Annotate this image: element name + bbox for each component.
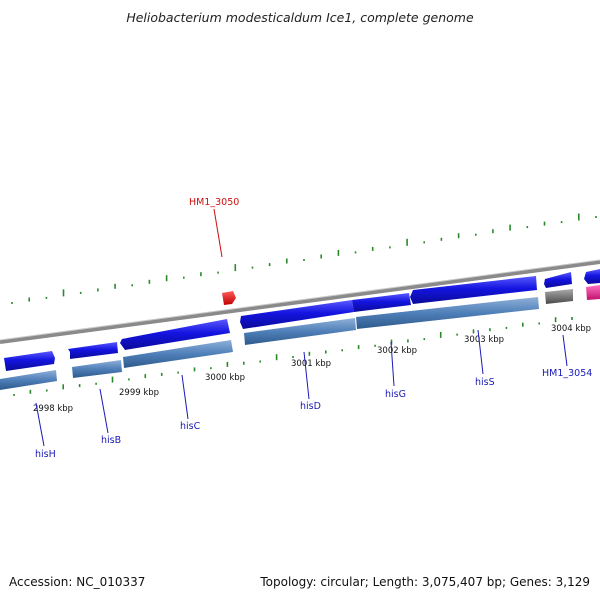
gene-label-hisB[interactable]: hisB <box>101 435 121 446</box>
genome-summary: Topology: circular; Length: 3,075,407 bp… <box>260 575 590 589</box>
kbp-tick-label: 3000 kbp <box>205 373 245 383</box>
gene-label-hisH[interactable]: hisH <box>35 449 56 460</box>
cds-block[interactable] <box>356 297 539 329</box>
hisG-leader <box>390 341 395 387</box>
gene-label-hisC[interactable]: hisC <box>180 421 201 432</box>
gene-arrow[interactable] <box>240 300 354 329</box>
cds-block[interactable] <box>0 370 57 390</box>
gene-label-hisS[interactable]: hisS <box>475 377 495 388</box>
gene-arrow[interactable] <box>410 276 537 304</box>
hisD-leader <box>303 351 310 400</box>
kbp-tick-label: 2999 kbp <box>119 388 159 398</box>
pseudo-gene-block[interactable] <box>545 289 573 304</box>
hisC-leader <box>181 374 189 420</box>
gc-tick-row-top <box>11 213 597 304</box>
gene-arrow[interactable] <box>352 293 411 312</box>
feature-underlay-track <box>0 285 600 390</box>
kbp-tick-label: 3001 kbp <box>291 359 331 369</box>
gene-arrow[interactable] <box>544 272 572 288</box>
hisB-leader <box>99 388 109 434</box>
kbp-tick-label: 3004 kbp <box>551 324 591 334</box>
forward-gene-track <box>4 269 600 371</box>
kbp-tick-label: 3002 kbp <box>377 346 417 356</box>
gene-label-hm1-3050[interactable]: HM1_3050 <box>189 197 239 208</box>
cds-block[interactable] <box>123 340 233 368</box>
cds-block[interactable] <box>244 318 356 345</box>
gene-arrow[interactable] <box>584 269 600 284</box>
genome-backbone-highlight <box>0 259 600 341</box>
hisS-leader <box>477 329 484 375</box>
gene-label-hisG[interactable]: hisG <box>385 389 406 400</box>
hm1-3054-leader <box>562 334 568 367</box>
map-title: Heliobacterium modesticaldum Ice1, compl… <box>126 10 474 25</box>
cds-block[interactable] <box>72 360 122 378</box>
accession-label: Accession: NC_010337 <box>9 575 146 589</box>
gene-arrow[interactable] <box>4 351 55 371</box>
gene-label-hm1-3054[interactable]: HM1_3054 <box>542 368 592 379</box>
genome-backbone <box>0 260 600 344</box>
hm1-3050-marker[interactable] <box>222 291 236 305</box>
kbp-tick-label: 3003 kbp <box>464 335 504 345</box>
gene-arrow[interactable] <box>68 342 118 359</box>
kbp-tick-labels: 2998 kbp 2999 kbp 3000 kbp 3001 kbp 3002… <box>33 324 591 414</box>
hm1-3050-leader <box>213 208 223 258</box>
rna-gene-block[interactable] <box>586 285 600 300</box>
gene-leader-lines <box>35 329 568 447</box>
gene-labels: hisH hisB hisC hisD hisG hisS HM1_3054 H… <box>35 197 592 460</box>
gc-tick-row-bottom <box>13 317 573 396</box>
kbp-tick-label: 2998 kbp <box>33 404 73 414</box>
hisH-leader <box>35 402 45 447</box>
gene-arrow[interactable] <box>120 319 230 350</box>
gene-label-hisD[interactable]: hisD <box>300 401 321 412</box>
